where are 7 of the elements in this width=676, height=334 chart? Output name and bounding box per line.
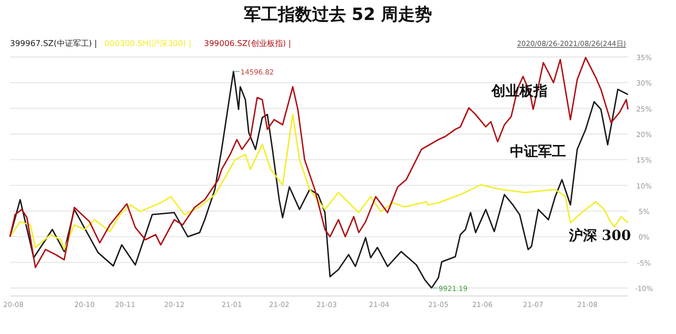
annotation: 沪深 300 [568,227,632,244]
text: 399006.SZ(创业板指) | [204,39,292,48]
chart-title: 军工指数过去 52 周走势 [244,5,432,25]
text: 000300.SH(沪深300) | [104,39,192,48]
annotation: 中证军工 [510,144,566,160]
text: 399967.SZ(中证军工) | [10,39,98,48]
line-series [9,114,629,250]
